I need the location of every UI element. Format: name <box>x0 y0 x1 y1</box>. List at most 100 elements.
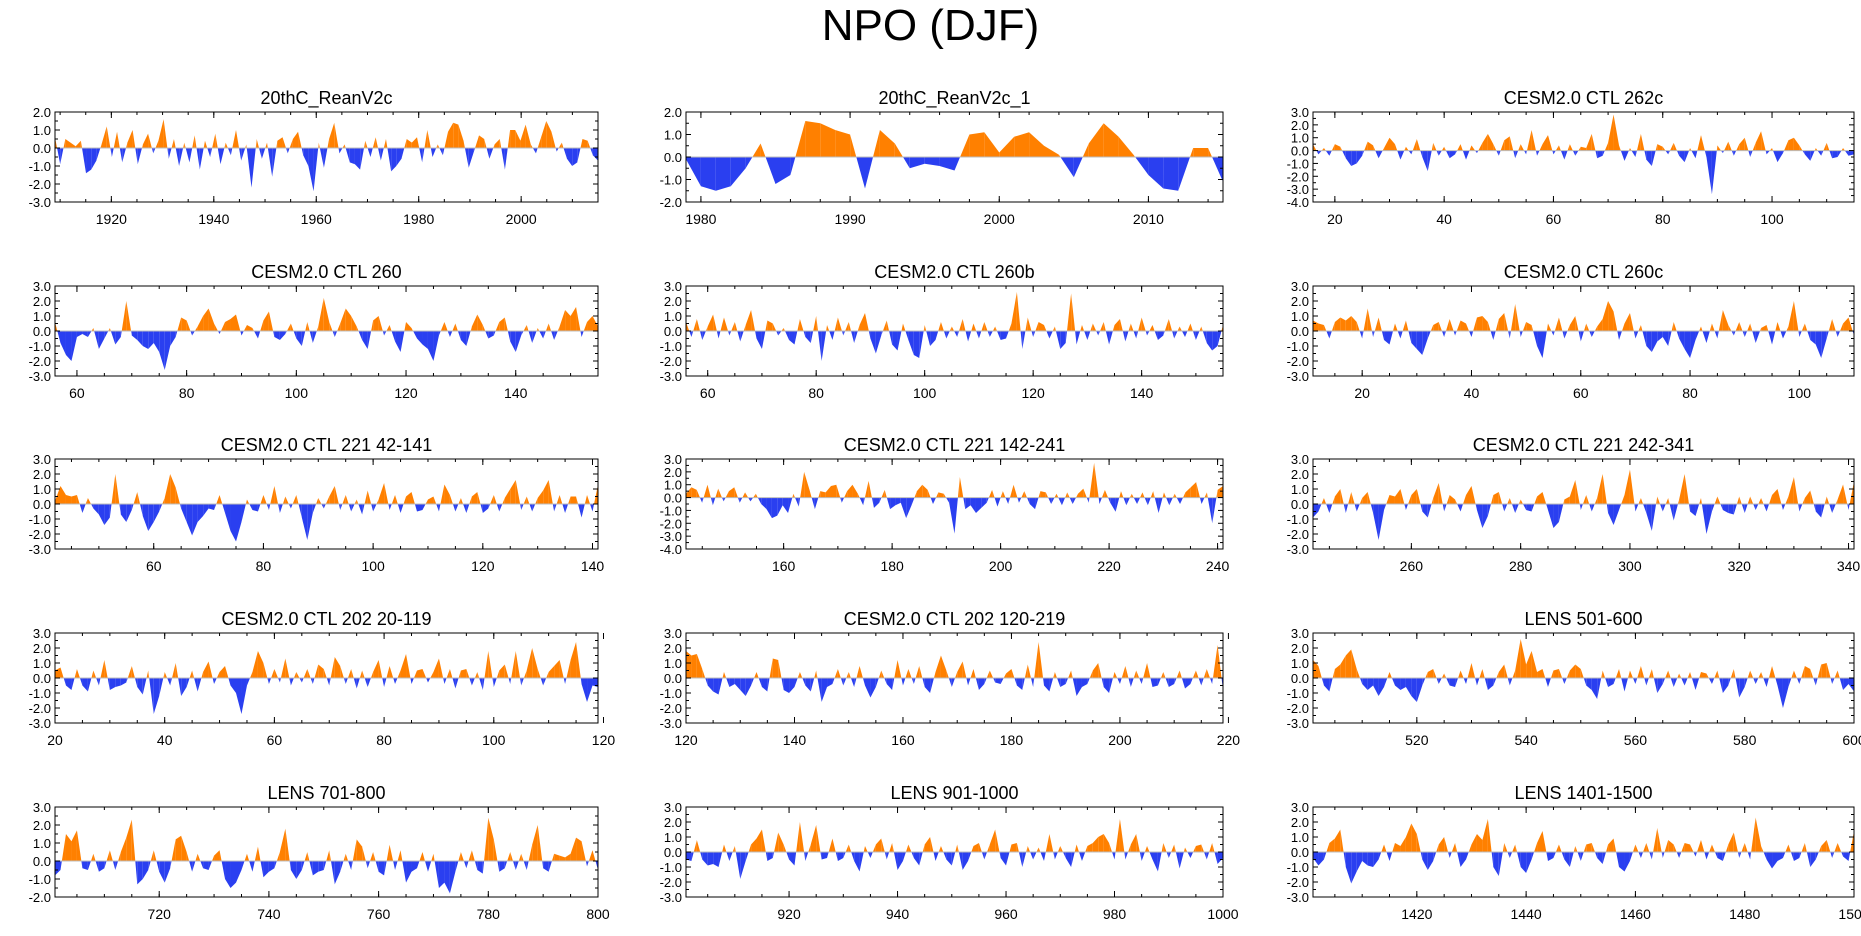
positive-area <box>427 130 431 148</box>
negative-area <box>1594 852 1598 858</box>
y-tick-label: -2.0 <box>29 527 51 542</box>
negative-area <box>1739 678 1745 698</box>
panel-title: LENS 501-600 <box>1524 609 1642 629</box>
positive-area <box>915 666 920 678</box>
negative-area <box>1318 504 1322 512</box>
negative-area <box>1141 852 1145 861</box>
positive-area <box>1045 492 1049 498</box>
positive-area <box>1555 145 1559 151</box>
positive-area <box>1021 491 1025 498</box>
negative-area <box>301 148 304 156</box>
positive-area <box>1730 669 1734 678</box>
negative-area <box>1172 331 1175 339</box>
negative-area <box>1798 504 1800 512</box>
positive-area <box>971 846 974 852</box>
negative-area <box>1643 504 1647 513</box>
positive-area <box>448 122 454 148</box>
negative-area <box>729 852 733 861</box>
positive-area <box>60 667 64 678</box>
negative-area <box>943 852 947 860</box>
positive-area <box>1728 832 1734 852</box>
positive-area <box>91 328 94 331</box>
positive-area <box>1747 323 1751 331</box>
positive-area <box>427 496 434 504</box>
negative-area <box>422 331 428 349</box>
x-tick-label: 120 <box>592 732 616 748</box>
positive-area <box>760 143 766 157</box>
negative-area <box>565 678 567 684</box>
x-tick-label: 1440 <box>1511 906 1542 922</box>
positive-area <box>395 495 398 504</box>
negative-area <box>805 678 811 692</box>
positive-area <box>1130 834 1137 852</box>
negative-area <box>279 331 286 340</box>
negative-area <box>76 331 83 337</box>
negative-area <box>707 852 714 866</box>
positive-area <box>1785 844 1789 852</box>
negative-area <box>900 497 907 519</box>
positive-area <box>799 672 803 678</box>
negative-area <box>82 861 88 870</box>
negative-area <box>1384 331 1390 345</box>
positive-area <box>1520 144 1525 151</box>
negative-area <box>895 497 901 506</box>
positive-area <box>1045 834 1050 852</box>
positive-area <box>286 323 291 331</box>
negative-area <box>1597 852 1603 864</box>
negative-area <box>1033 331 1036 337</box>
negative-area <box>1524 150 1527 155</box>
positive-area <box>836 484 841 498</box>
negative-area <box>1214 852 1218 864</box>
positive-area <box>127 666 132 678</box>
negative-area <box>1035 497 1039 510</box>
negative-area <box>875 331 882 354</box>
positive-area <box>1785 496 1789 504</box>
y-tick-label: -1.0 <box>1287 860 1309 875</box>
negative-area <box>1739 852 1742 858</box>
negative-area <box>1606 504 1609 513</box>
negative-area <box>700 157 716 191</box>
negative-area <box>1048 497 1052 504</box>
positive-area <box>856 666 860 678</box>
negative-area <box>109 678 116 690</box>
positive-area <box>375 137 379 148</box>
negative-area <box>1509 331 1511 339</box>
positive-area <box>696 840 701 852</box>
positive-area <box>1412 139 1417 151</box>
negative-area <box>946 331 950 339</box>
positive-area <box>592 850 596 861</box>
positive-area <box>334 486 339 504</box>
positive-area <box>1087 843 1093 852</box>
negative-area <box>330 861 335 885</box>
positive-area <box>482 325 486 331</box>
positive-area <box>1147 663 1151 678</box>
negative-area <box>1690 504 1696 516</box>
negative-area <box>1367 678 1374 690</box>
positive-area <box>389 325 392 331</box>
negative-area <box>1351 852 1357 884</box>
positive-area <box>1208 148 1213 157</box>
positive-area <box>1172 493 1175 498</box>
negative-area <box>1602 150 1605 156</box>
positive-area <box>255 139 257 148</box>
positive-area <box>1586 323 1590 331</box>
negative-area <box>1119 678 1122 684</box>
negative-area <box>784 331 790 340</box>
negative-area <box>786 852 790 860</box>
negative-area <box>1139 852 1142 861</box>
positive-area <box>986 670 990 678</box>
positive-area <box>1518 499 1521 504</box>
panel-13: LENS 901-10003.02.01.00.0-1.0-2.0-3.0920… <box>660 783 1239 922</box>
negative-area <box>455 678 459 689</box>
positive-area <box>1143 663 1148 678</box>
positive-area <box>848 844 852 852</box>
y-tick-label: -3.0 <box>660 529 682 544</box>
negative-area <box>159 504 163 512</box>
negative-area <box>1109 678 1113 693</box>
negative-area <box>730 157 746 187</box>
positive-area <box>329 122 335 148</box>
negative-area <box>1553 150 1556 155</box>
negative-area <box>997 497 1001 507</box>
positive-area <box>108 328 110 331</box>
